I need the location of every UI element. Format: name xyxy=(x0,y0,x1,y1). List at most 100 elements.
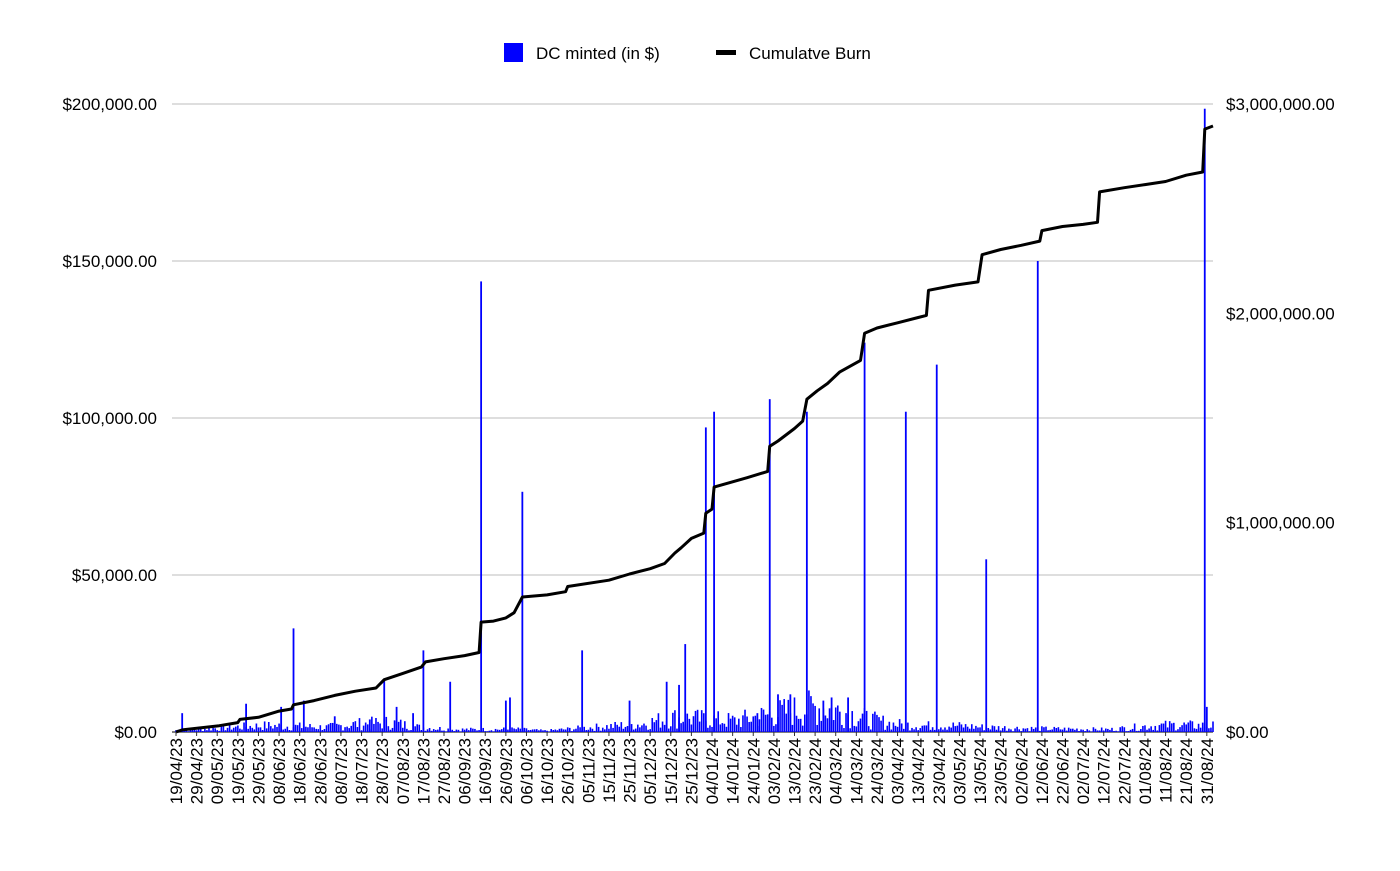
bar xyxy=(730,719,732,732)
bar xyxy=(621,722,623,732)
bar xyxy=(431,731,433,732)
x-tick-label: 23/02/24 xyxy=(806,738,825,804)
bar xyxy=(1016,727,1018,732)
bar xyxy=(756,713,758,732)
bar xyxy=(940,727,942,732)
bar xyxy=(728,713,730,732)
bar xyxy=(959,722,961,732)
bar xyxy=(462,728,464,732)
bar xyxy=(833,720,835,732)
bar xyxy=(759,719,761,732)
bar xyxy=(301,728,303,732)
bar xyxy=(934,730,936,732)
bar xyxy=(872,714,874,732)
bar xyxy=(212,728,214,732)
bar xyxy=(812,703,814,732)
bar xyxy=(540,729,542,732)
bar xyxy=(841,725,843,732)
bar xyxy=(870,730,872,732)
bar xyxy=(544,730,546,732)
bar xyxy=(965,724,967,732)
bar xyxy=(847,697,849,732)
bar xyxy=(876,715,878,732)
bar xyxy=(915,727,917,732)
bar xyxy=(546,731,548,732)
bar xyxy=(1010,729,1012,732)
bar xyxy=(1175,730,1177,732)
bar xyxy=(247,729,249,732)
bar xyxy=(886,726,888,732)
bar xyxy=(697,710,699,732)
bar xyxy=(1020,731,1022,732)
bar xyxy=(996,730,998,732)
bar xyxy=(425,731,427,732)
bar xyxy=(268,722,270,732)
bar xyxy=(402,728,404,732)
bar xyxy=(447,729,449,732)
bar xyxy=(1014,728,1016,732)
bar xyxy=(1192,721,1194,732)
bar xyxy=(880,721,882,732)
bar xyxy=(922,726,924,732)
bar xyxy=(210,730,212,732)
bar xyxy=(1136,731,1138,732)
bar xyxy=(552,730,554,732)
bar xyxy=(1111,728,1113,732)
bar xyxy=(1208,728,1210,732)
bar xyxy=(1070,729,1072,732)
bar xyxy=(895,726,897,732)
bar xyxy=(1124,727,1126,732)
bar xyxy=(878,717,880,732)
bar xyxy=(437,730,439,732)
bar xyxy=(711,727,713,732)
bar xyxy=(1119,727,1121,732)
bar xyxy=(899,719,901,732)
bar xyxy=(1146,730,1148,732)
bar xyxy=(674,710,676,732)
bar xyxy=(1012,731,1014,732)
y-right-tick-label: $0.00 xyxy=(1226,723,1269,742)
bar xyxy=(596,724,598,732)
bar xyxy=(392,728,394,732)
bar xyxy=(1095,729,1097,732)
bar xyxy=(472,729,474,732)
bar xyxy=(936,365,938,732)
x-tick-label: 26/10/23 xyxy=(559,738,578,804)
bar xyxy=(755,716,757,732)
bar xyxy=(445,731,447,732)
bar xyxy=(952,723,954,732)
bar xyxy=(689,719,691,732)
bar xyxy=(284,729,286,732)
x-tick-label: 27/08/23 xyxy=(435,738,454,804)
x-tick-label: 12/06/24 xyxy=(1033,738,1052,804)
bar xyxy=(658,713,660,732)
bar xyxy=(765,715,767,732)
bar xyxy=(454,731,456,732)
bar xyxy=(874,712,876,732)
bar xyxy=(1105,729,1107,732)
bar xyxy=(802,726,804,732)
bar xyxy=(274,725,276,732)
bar xyxy=(581,650,583,732)
gridlines xyxy=(172,104,1213,732)
bar xyxy=(216,730,218,732)
bar xyxy=(942,730,944,732)
bar xyxy=(303,701,305,732)
bar xyxy=(814,706,816,732)
bar xyxy=(577,726,579,732)
bar xyxy=(346,727,348,732)
bar xyxy=(1140,729,1142,732)
bar xyxy=(264,721,266,732)
bar xyxy=(412,713,414,732)
bar xyxy=(414,726,416,732)
bar xyxy=(726,727,728,732)
x-tick-label: 02/06/24 xyxy=(1012,738,1031,804)
bar xyxy=(418,725,420,732)
bar xyxy=(649,729,651,732)
bar xyxy=(375,718,377,732)
y-right-tick-label: $2,000,000.00 xyxy=(1226,304,1335,323)
bar xyxy=(598,727,600,732)
bar xyxy=(868,726,870,732)
bar xyxy=(779,700,781,732)
bar xyxy=(188,731,190,732)
